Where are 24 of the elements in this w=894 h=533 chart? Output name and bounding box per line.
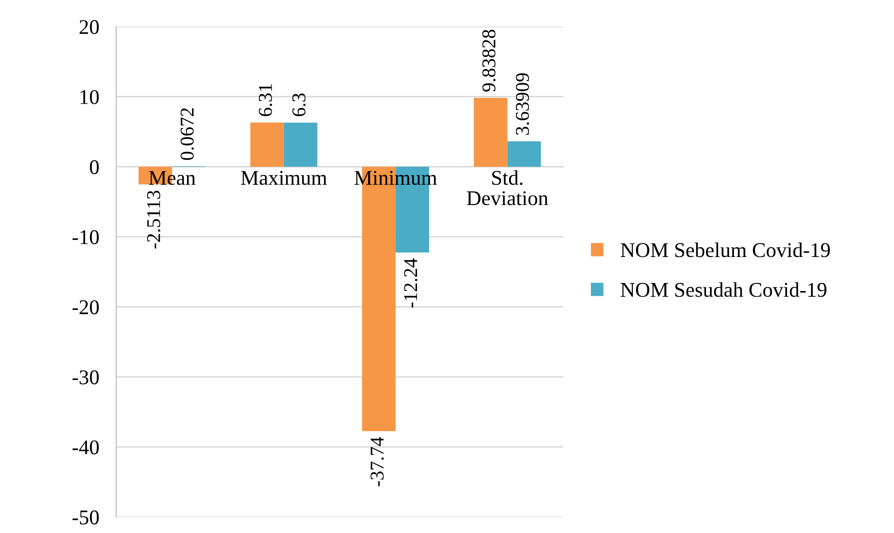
y-tick-label: -50 [72,510,99,524]
data-label: -2.5113 [147,190,160,248]
y-tick-label: -20 [72,300,99,314]
bar [507,141,541,167]
data-label: 6.31 [258,84,272,116]
x-tick-label: Std. Deviation [466,170,548,206]
bar [250,122,284,167]
y-tick-label: 10 [80,90,99,104]
y-tick-label: -40 [72,440,99,454]
data-label: -37.74 [370,437,384,486]
y-tick-label: -10 [72,230,99,244]
y-tick-label: -30 [72,370,99,384]
y-tick-label: 0 [90,160,99,174]
legend-label: NOM Sebelum Covid-19 [620,242,830,258]
y-tick-label: 20 [80,20,99,34]
bar [284,122,318,167]
data-label: -12.24 [404,258,418,308]
data-label: 6.3 [292,93,306,116]
data-label: 0.0672 [180,108,194,160]
legend-label: NOM Sesudah Covid-19 [620,282,826,297]
data-label: 9.83828 [482,30,496,92]
data-label: 3.63909 [516,73,530,135]
x-tick-label: Maximum [241,170,327,185]
bar [474,98,508,167]
